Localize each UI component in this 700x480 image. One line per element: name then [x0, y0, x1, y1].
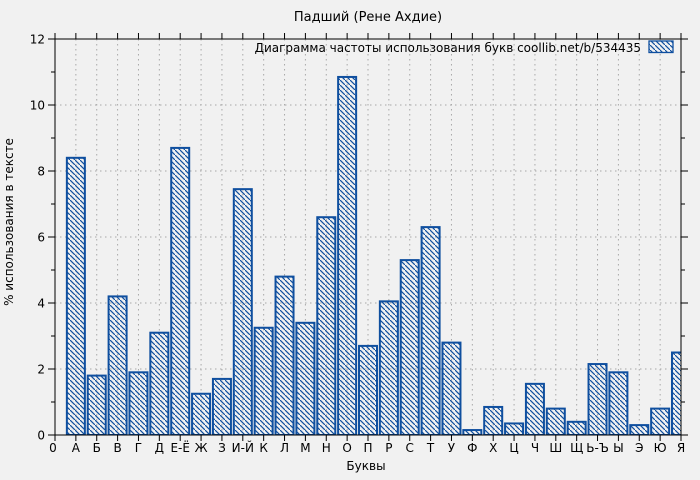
x-tick-label: Р: [385, 441, 392, 455]
axis-ticks: [48, 33, 688, 441]
bar-Н: [316, 216, 337, 435]
x-tick-label: О: [342, 441, 351, 455]
x-tick-label: Х: [489, 441, 497, 455]
bar-У: [441, 341, 462, 435]
y-tick-label: 12: [30, 33, 45, 47]
bar-Т: [420, 226, 441, 435]
y-tick-label: 4: [37, 297, 45, 311]
bar-Ш: [545, 407, 566, 435]
x-tick-label: Д: [155, 441, 164, 455]
x-tick-label: Т: [426, 441, 435, 455]
bar-Я: [671, 351, 681, 435]
bar-Ь-Ъ: [587, 363, 608, 435]
x-tick-label: Я: [677, 441, 685, 455]
bar-Х: [483, 405, 504, 435]
x-tick-label: Ч: [531, 441, 539, 455]
y-tick-label: 8: [37, 165, 45, 179]
x-tick-label: Э: [635, 441, 643, 455]
x-tick-label: И-Й: [232, 440, 254, 455]
x-tick-label: У: [448, 441, 456, 455]
bar-П: [358, 344, 378, 435]
x-tick-label: М: [300, 441, 310, 455]
bar-Б: [86, 374, 107, 435]
x-tick-label: З: [218, 441, 226, 455]
x-tick-label: П: [363, 441, 372, 455]
x-tick-label: Ш: [549, 441, 562, 455]
legend-swatch-icon: [648, 40, 674, 54]
x-tick-label: Б: [93, 441, 101, 455]
bar-Ю: [650, 407, 671, 435]
bar-М: [295, 321, 316, 435]
x-tick-label: К: [259, 441, 268, 455]
y-tick-label: 0: [37, 429, 45, 443]
chart-title: Падший (Рене Ахдие): [294, 10, 442, 25]
x-tick-label: 0: [49, 441, 57, 455]
x-tick-label: Ф: [467, 441, 477, 455]
y-tick-label: 10: [30, 99, 45, 113]
y-tick-label: 2: [37, 363, 45, 377]
bar-Ф: [462, 429, 483, 435]
bar-С: [399, 259, 420, 435]
bar-Ж: [191, 392, 212, 435]
x-tick-label: С: [406, 441, 414, 455]
bar-Г: [128, 371, 149, 435]
x-tick-label: Г: [135, 441, 142, 455]
bar-К: [253, 326, 274, 435]
bar-И-Й: [232, 188, 253, 435]
x-tick-label: Ж: [195, 441, 208, 455]
tick-labels: 0 2 4 6 8 10 12 0 А Б В Г Д Е-Ё Ж З И-Й К Л М Н О П Р С Т У Ф Х Ц Ч Ш Щ Ь…: [30, 33, 685, 456]
x-tick-label: Ь-Ъ: [586, 441, 609, 455]
x-tick-label: Ц: [509, 441, 518, 455]
bar-Щ: [566, 420, 587, 435]
bar-Е-Ё: [170, 146, 191, 435]
bar-Ц: [504, 422, 525, 435]
legend-label: Диаграмма частоты использования букв coo…: [255, 41, 641, 55]
x-tick-label: Ы: [613, 441, 624, 455]
x-tick-label: А: [72, 441, 81, 455]
bar-З: [211, 377, 232, 435]
x-tick-label: Л: [280, 441, 289, 455]
bar-Д: [149, 331, 170, 435]
x-tick-label: Щ: [570, 441, 583, 455]
x-axis-label: Буквы: [346, 459, 385, 473]
legend: Диаграмма частоты использования букв coo…: [255, 40, 674, 55]
y-axis-label: % использования в тексте: [2, 138, 16, 306]
bars: [65, 75, 681, 435]
x-tick-label: Е-Ё: [170, 440, 190, 455]
x-tick-label: Н: [322, 441, 331, 455]
y-tick-label: 6: [37, 231, 45, 245]
bar-Р: [378, 300, 399, 435]
bar-Ы: [608, 371, 629, 435]
bar-Э: [629, 424, 650, 435]
x-tick-label: В: [113, 441, 121, 455]
bar-Л: [274, 275, 295, 435]
bar-В: [107, 295, 128, 435]
bar-О: [337, 75, 358, 435]
x-tick-label: Ю: [654, 441, 667, 455]
bar-Ч: [524, 382, 545, 435]
bar-А: [65, 156, 86, 435]
